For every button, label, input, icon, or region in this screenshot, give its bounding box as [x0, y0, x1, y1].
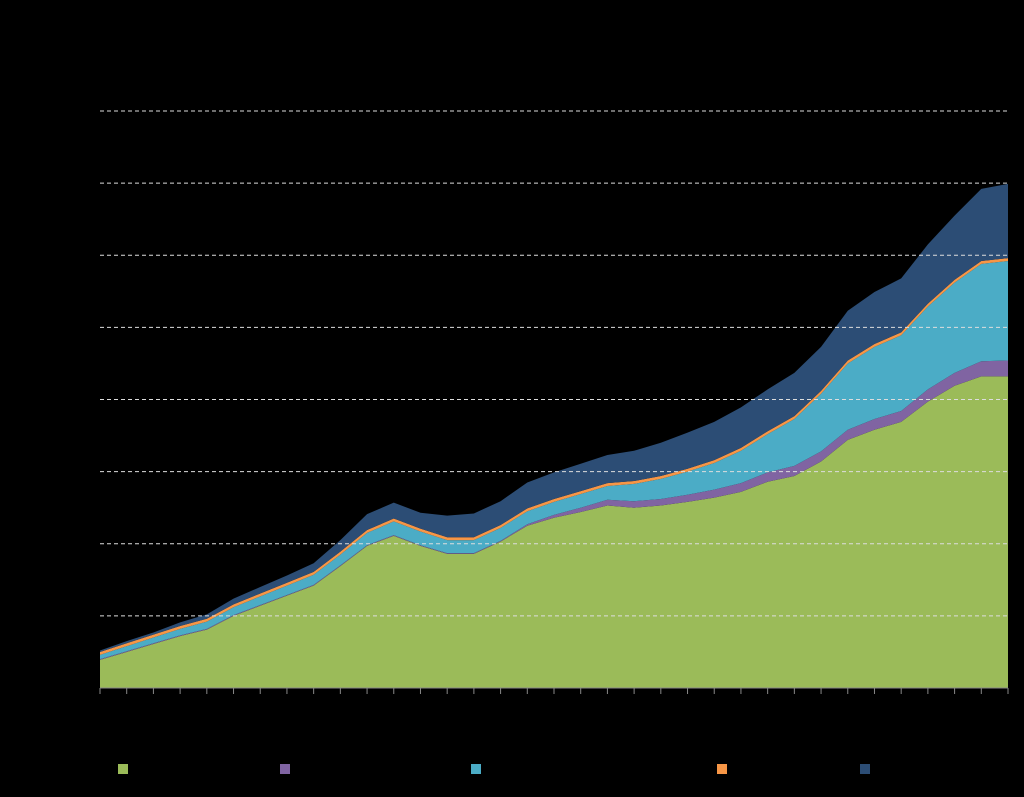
legend-swatch: [717, 764, 727, 774]
legend-swatch: [280, 764, 290, 774]
area: [100, 376, 1008, 688]
legend-swatch: [118, 764, 128, 774]
legend-swatch: [860, 764, 870, 774]
legend-swatch: [471, 764, 481, 774]
